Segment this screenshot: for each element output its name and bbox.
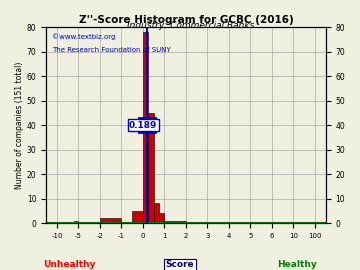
Bar <box>165 221 175 223</box>
Bar <box>159 213 165 223</box>
Text: Score: Score <box>166 260 194 269</box>
Bar <box>175 221 186 223</box>
Bar <box>154 204 159 223</box>
Y-axis label: Number of companies (151 total): Number of companies (151 total) <box>15 62 24 189</box>
Bar <box>100 218 121 223</box>
Text: 0.189: 0.189 <box>129 121 157 130</box>
Bar <box>132 211 143 223</box>
Text: The Research Foundation of SUNY: The Research Foundation of SUNY <box>52 47 171 53</box>
Bar <box>148 113 154 223</box>
Title: Z''-Score Histogram for GCBC (2016): Z''-Score Histogram for GCBC (2016) <box>78 15 293 25</box>
Bar <box>74 221 78 223</box>
Text: Industry: Commercial Banks: Industry: Commercial Banks <box>127 21 255 30</box>
Text: Healthy: Healthy <box>277 260 317 269</box>
Text: Unhealthy: Unhealthy <box>43 260 96 269</box>
Text: ©www.textbiz.org: ©www.textbiz.org <box>52 33 115 40</box>
Bar <box>143 32 148 223</box>
